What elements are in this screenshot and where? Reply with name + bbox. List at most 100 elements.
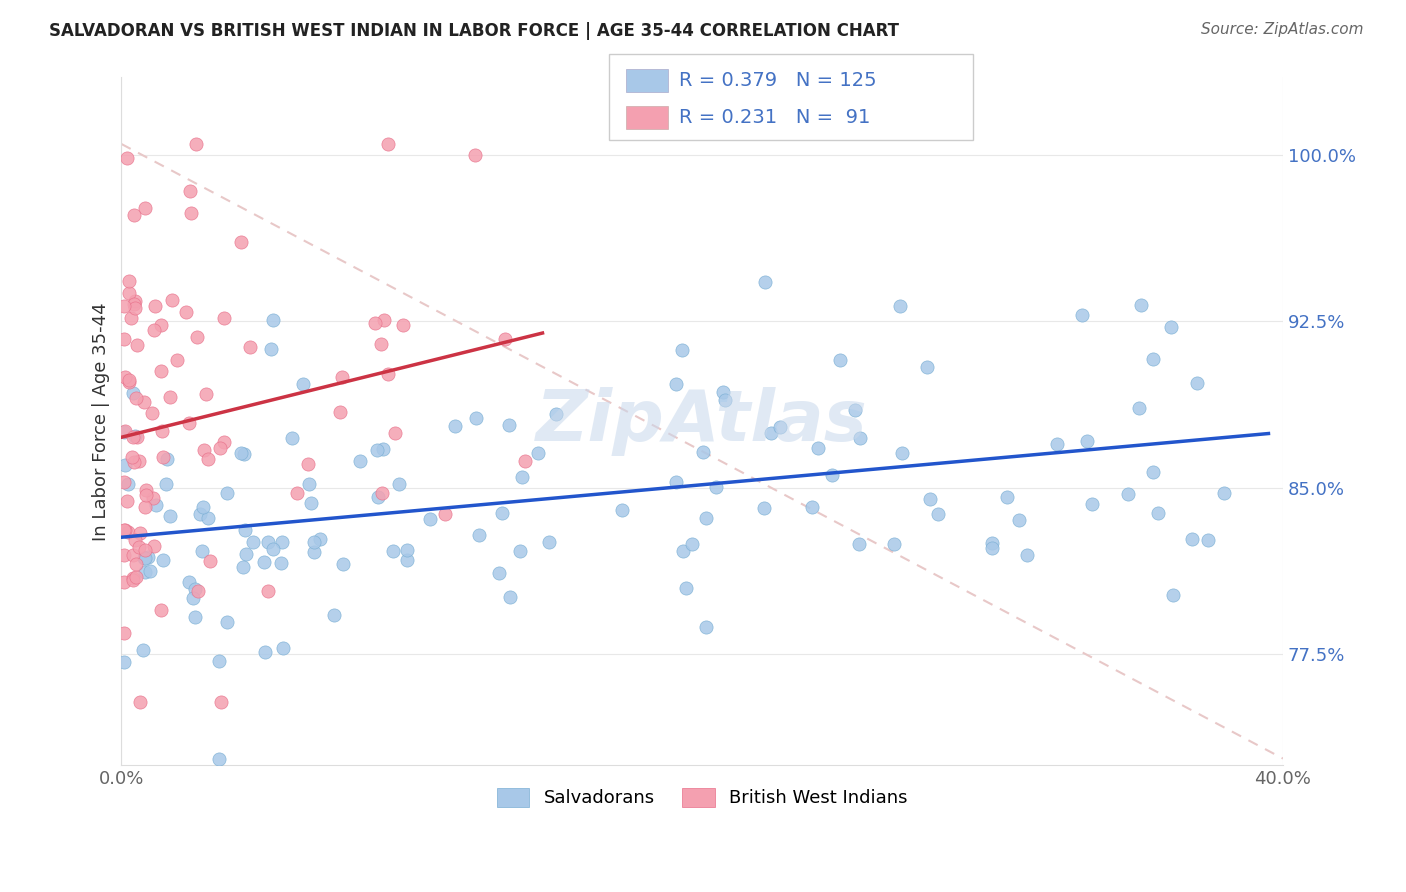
Point bbox=[257, 535, 280, 549]
Point bbox=[112, 475, 135, 489]
Point bbox=[546, 408, 568, 422]
Point bbox=[844, 402, 866, 417]
Point bbox=[125, 391, 148, 405]
Point bbox=[370, 336, 392, 351]
Point bbox=[769, 419, 792, 434]
Point bbox=[159, 391, 181, 405]
Point bbox=[112, 524, 135, 538]
Point bbox=[665, 377, 688, 392]
Point bbox=[197, 451, 219, 466]
Y-axis label: In Labor Force | Age 35-44: In Labor Force | Age 35-44 bbox=[93, 302, 110, 541]
Point bbox=[125, 558, 148, 572]
Point bbox=[299, 496, 322, 510]
Point bbox=[419, 512, 441, 526]
Point bbox=[388, 477, 411, 491]
Point bbox=[433, 507, 456, 521]
Point bbox=[209, 694, 232, 708]
Point bbox=[112, 425, 135, 439]
Point bbox=[136, 549, 159, 564]
Point bbox=[118, 274, 141, 288]
Point bbox=[122, 296, 145, 310]
Point bbox=[121, 573, 143, 587]
Point bbox=[141, 406, 163, 420]
Point bbox=[800, 500, 823, 514]
Point bbox=[377, 367, 399, 381]
Point bbox=[280, 431, 302, 445]
Point bbox=[156, 452, 179, 467]
Point bbox=[112, 332, 135, 346]
Point bbox=[208, 442, 231, 456]
Point bbox=[128, 540, 150, 554]
Point bbox=[112, 626, 135, 640]
Point bbox=[927, 507, 949, 521]
Point bbox=[117, 477, 139, 491]
Point bbox=[981, 541, 1004, 556]
Point bbox=[112, 299, 135, 313]
Point bbox=[115, 151, 138, 165]
Legend: Salvadorans, British West Indians: Salvadorans, British West Indians bbox=[489, 780, 915, 814]
Point bbox=[184, 582, 207, 596]
Point bbox=[391, 318, 413, 332]
Point bbox=[464, 147, 486, 161]
Point bbox=[120, 310, 142, 325]
Point bbox=[132, 643, 155, 657]
Point bbox=[114, 424, 136, 438]
Point bbox=[117, 524, 139, 539]
Point bbox=[150, 318, 173, 332]
Point bbox=[366, 442, 388, 457]
Point bbox=[323, 607, 346, 622]
Point bbox=[239, 340, 262, 354]
Point bbox=[233, 523, 256, 537]
Point bbox=[143, 539, 166, 553]
Point bbox=[159, 508, 181, 523]
Point bbox=[1129, 298, 1152, 312]
Point bbox=[807, 442, 830, 456]
Point bbox=[212, 435, 235, 450]
Point bbox=[212, 310, 235, 325]
Point bbox=[510, 470, 533, 484]
Point bbox=[1142, 351, 1164, 366]
Point bbox=[232, 559, 254, 574]
Point bbox=[704, 480, 727, 494]
Point bbox=[297, 457, 319, 471]
Point bbox=[193, 443, 215, 458]
Point bbox=[759, 426, 782, 441]
Point bbox=[253, 556, 276, 570]
Point bbox=[754, 275, 776, 289]
Point bbox=[114, 523, 136, 537]
Point bbox=[889, 299, 911, 313]
Point bbox=[330, 370, 353, 384]
Point bbox=[184, 136, 207, 151]
Point bbox=[491, 507, 513, 521]
Point bbox=[124, 533, 146, 548]
Point bbox=[134, 550, 156, 565]
Point bbox=[174, 305, 197, 319]
Point bbox=[260, 342, 283, 356]
Point bbox=[271, 535, 294, 549]
Point bbox=[995, 490, 1018, 504]
Point bbox=[229, 445, 252, 459]
Point bbox=[464, 411, 486, 425]
Point bbox=[183, 610, 205, 624]
Point bbox=[981, 536, 1004, 550]
Point bbox=[1076, 434, 1098, 448]
Point bbox=[152, 450, 174, 465]
Point bbox=[139, 564, 162, 578]
Point bbox=[152, 553, 174, 567]
Point bbox=[114, 458, 136, 472]
Point bbox=[152, 425, 174, 439]
Point bbox=[1212, 486, 1234, 500]
Point bbox=[121, 450, 143, 464]
Point bbox=[257, 584, 280, 599]
Point bbox=[396, 552, 419, 566]
Point bbox=[118, 375, 141, 389]
Point bbox=[488, 566, 510, 581]
Point bbox=[1181, 532, 1204, 546]
Point bbox=[128, 454, 150, 468]
Point bbox=[675, 581, 697, 595]
Point bbox=[229, 235, 252, 249]
Point bbox=[371, 486, 394, 500]
Point bbox=[150, 603, 173, 617]
Point bbox=[188, 508, 211, 522]
Point bbox=[671, 343, 693, 357]
